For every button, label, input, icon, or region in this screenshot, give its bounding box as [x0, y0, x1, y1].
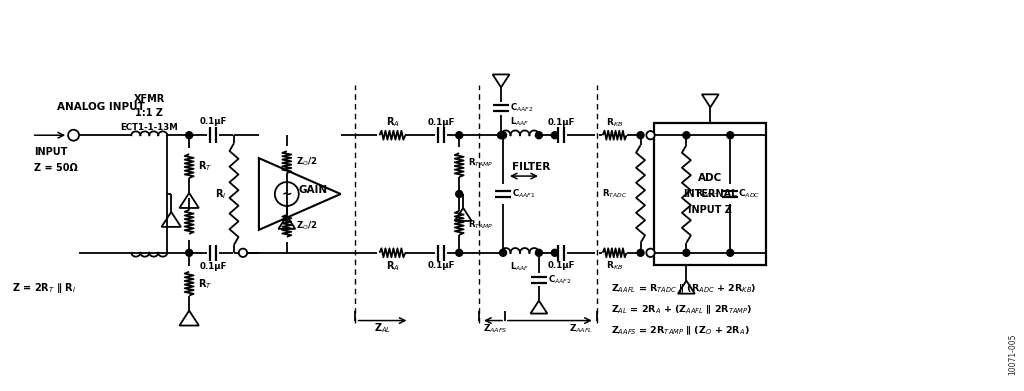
Text: R$_A$: R$_A$ — [386, 115, 399, 129]
Circle shape — [185, 249, 193, 256]
Circle shape — [456, 190, 463, 197]
Text: R$_{ADC}$: R$_{ADC}$ — [695, 188, 718, 200]
Text: R$_{T}$: R$_{T}$ — [198, 277, 212, 291]
Circle shape — [683, 249, 690, 256]
Circle shape — [551, 249, 558, 256]
Text: R$_{KB}$: R$_{KB}$ — [606, 260, 624, 272]
Text: 0.1μF: 0.1μF — [200, 262, 226, 271]
Text: INPUT Z: INPUT Z — [688, 205, 732, 215]
Circle shape — [551, 132, 558, 139]
Circle shape — [500, 132, 507, 139]
Text: R$_{T}$: R$_{T}$ — [198, 159, 212, 173]
Circle shape — [727, 132, 734, 139]
Circle shape — [637, 132, 644, 139]
Text: C$_{ADC}$: C$_{ADC}$ — [738, 188, 761, 200]
Text: L$_{AAF}$: L$_{AAF}$ — [510, 115, 529, 127]
Text: R$_{TAMP}$: R$_{TAMP}$ — [468, 219, 494, 231]
Text: ~: ~ — [282, 188, 292, 201]
Text: Z$_{AL}$: Z$_{AL}$ — [374, 322, 391, 335]
Text: Z$_{AAFS}$ = 2R$_{TAMP}$ ∥ (Z$_{O}$ + 2R$_{A}$): Z$_{AAFS}$ = 2R$_{TAMP}$ ∥ (Z$_{O}$ + 2R… — [610, 325, 750, 337]
Text: Z$_{AAFL}$: Z$_{AAFL}$ — [568, 322, 593, 335]
Text: 1:1 Z: 1:1 Z — [135, 108, 163, 118]
Text: 0.1μF: 0.1μF — [547, 118, 574, 127]
Text: Z = 2R$_{T}$ ∥ R$_{I}$: Z = 2R$_{T}$ ∥ R$_{I}$ — [12, 281, 76, 295]
Text: C$_{AAF2}$: C$_{AAF2}$ — [510, 101, 534, 113]
Text: R$_{KB}$: R$_{KB}$ — [606, 116, 624, 129]
Text: 0.1μF: 0.1μF — [547, 261, 574, 270]
Circle shape — [456, 249, 463, 256]
Circle shape — [637, 249, 644, 256]
Text: ADC: ADC — [698, 173, 722, 183]
Circle shape — [646, 131, 654, 140]
Text: C$_{AAF2}$: C$_{AAF2}$ — [548, 273, 571, 286]
Text: Z$_{AAFL}$ = R$_{TADC}$ ∥ (R$_{ADC}$ + 2R$_{KB}$): Z$_{AAFL}$ = R$_{TADC}$ ∥ (R$_{ADC}$ + 2… — [610, 283, 756, 295]
Text: Z$_O$/2: Z$_O$/2 — [296, 156, 317, 169]
Circle shape — [498, 132, 505, 139]
Text: L$_{AAF}$: L$_{AAF}$ — [510, 260, 529, 273]
Circle shape — [239, 249, 247, 257]
Circle shape — [185, 132, 193, 139]
Bar — [654, 123, 766, 265]
Text: GAIN: GAIN — [298, 185, 328, 195]
Circle shape — [536, 132, 543, 139]
Text: C$_{AAF1}$: C$_{AAF1}$ — [512, 188, 536, 200]
Text: INTERNAL: INTERNAL — [683, 189, 737, 199]
Text: 0.1μF: 0.1μF — [200, 117, 226, 126]
Text: Z$_{AL}$ = 2R$_{A}$ + (Z$_{AAFL}$ ∥ 2R$_{TAMP}$): Z$_{AL}$ = 2R$_{A}$ + (Z$_{AAFL}$ ∥ 2R$_… — [610, 304, 752, 316]
Text: Z = 50Ω: Z = 50Ω — [34, 163, 78, 173]
Circle shape — [456, 132, 463, 139]
Text: 0.1μF: 0.1μF — [428, 261, 455, 270]
Circle shape — [646, 249, 654, 257]
Text: 10071-005: 10071-005 — [1009, 334, 1017, 375]
Circle shape — [68, 130, 79, 141]
Text: INPUT: INPUT — [34, 147, 68, 157]
Text: Z$_O$/2: Z$_O$/2 — [296, 220, 317, 232]
Circle shape — [536, 249, 543, 256]
Text: R$_A$: R$_A$ — [386, 259, 399, 273]
Text: R$_{TAMP}$: R$_{TAMP}$ — [468, 157, 494, 169]
Text: R$_{TADC}$: R$_{TADC}$ — [602, 188, 628, 200]
Text: Z$_{AAFS}$: Z$_{AAFS}$ — [483, 322, 508, 335]
Text: 0.1μF: 0.1μF — [428, 118, 455, 127]
Text: FILTER: FILTER — [512, 162, 550, 172]
Text: R$_{I}$: R$_{I}$ — [215, 187, 226, 201]
Text: ECT1-1-13M: ECT1-1-13M — [121, 123, 178, 132]
Circle shape — [500, 249, 507, 256]
Circle shape — [727, 249, 734, 256]
Circle shape — [683, 132, 690, 139]
Text: XFMR: XFMR — [134, 94, 165, 104]
Text: ANALOG INPUT: ANALOG INPUT — [56, 102, 144, 112]
